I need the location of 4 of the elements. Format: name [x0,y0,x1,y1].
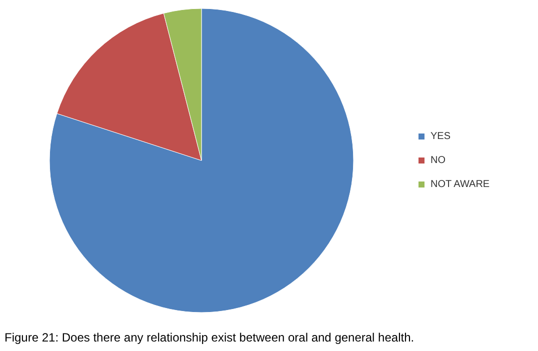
legend-label: NOT AWARE [430,179,490,190]
legend-label: YES [430,131,451,142]
legend-label: NO [430,155,446,166]
text: Figure 21: Does there any relationship exist between oral and general health. [4,330,414,344]
